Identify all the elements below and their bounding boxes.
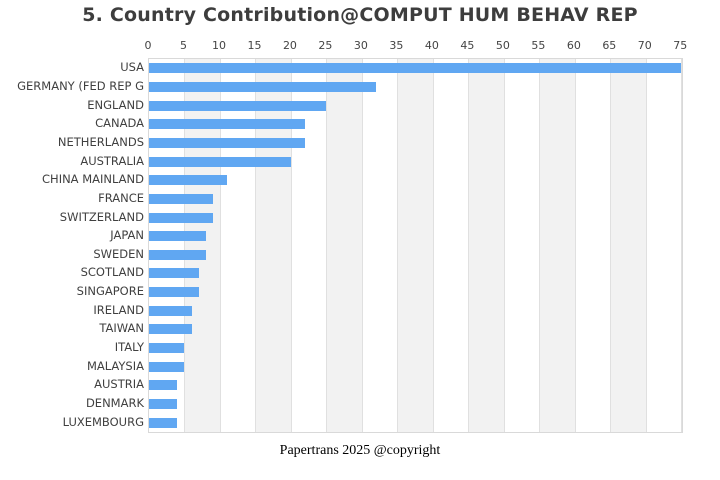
x-tick-label: 50 [495,39,510,52]
bar [149,137,306,148]
bar [149,249,206,260]
bar [149,119,306,130]
category-label: SINGAPORE [76,284,144,299]
bar [149,268,199,279]
x-tick-label: 35 [389,39,404,52]
grid-band [432,59,470,432]
grid-band [184,59,221,432]
bar [149,100,327,111]
grid-band [503,59,541,432]
x-tick-label: 75 [673,39,688,52]
category-label: AUSTRIA [94,377,144,392]
x-tick-label: 60 [566,39,581,52]
bar [149,81,377,92]
category-label: SCOTLAND [80,265,144,280]
category-label: ENGLAND [87,97,144,112]
bar [149,324,192,335]
bar [149,63,682,74]
bar [149,399,178,410]
category-label: FRANCE [98,190,144,205]
bar [149,193,213,204]
category-label: CHINA MAINLAND [42,172,144,187]
category-label: TAIWAN [99,321,144,336]
grid-band [574,59,612,432]
bar [149,361,185,372]
x-tick-label: 5 [179,39,187,52]
grid-band [326,59,363,432]
grid-band [468,59,505,432]
bar [149,305,192,316]
grid-band [149,59,185,432]
x-tick-label: 55 [531,39,546,52]
copyright-watermark: Papertrans 2025 @copyright [279,443,441,458]
category-label: CANADA [95,116,144,131]
bar [149,175,228,186]
grid-band [361,59,399,432]
category-label: AUSTRALIA [80,153,144,168]
grid-band [219,59,257,432]
bar [149,343,185,354]
category-label: SWITZERLAND [59,209,144,224]
plot-area [148,58,683,433]
bar [149,231,206,242]
category-label: DENMARK [85,396,144,410]
grid-band [610,59,647,432]
grid-band [681,59,682,432]
grid-band [255,59,292,432]
x-tick-label: 45 [460,39,475,52]
x-tick-label: 25 [318,39,333,52]
x-tick-label: 15 [247,39,262,52]
category-label: MALAYSIA [86,358,144,373]
x-tick-label: 40 [424,39,439,52]
grid-band [539,59,576,432]
bar [149,212,213,223]
bar [149,417,178,428]
x-tick-label: 30 [353,39,368,52]
bar [149,156,291,167]
category-label: USA [120,60,144,75]
x-tick-label: 65 [602,39,617,52]
x-tick-label: 70 [637,39,652,52]
bar [149,380,178,391]
category-label: LUXEMBOURG [62,414,144,429]
category-label: NETHERLANDS [57,134,144,149]
bar [149,287,199,298]
x-tick-label: 10 [211,39,226,52]
category-label: ITALY [114,340,144,355]
grid-band [645,59,682,432]
grid-band [397,59,434,432]
category-label: JAPAN [110,228,144,243]
category-label: IRELAND [93,302,144,317]
category-label: SWEDEN [93,246,144,261]
category-label: GERMANY (FED REP G [17,78,144,93]
grid-band [290,59,328,432]
x-tick-label: 0 [144,39,152,52]
chart-title: 5. Country Contribution@COMPUT HUM BEHAV… [82,4,638,26]
x-tick-label: 20 [282,39,297,52]
